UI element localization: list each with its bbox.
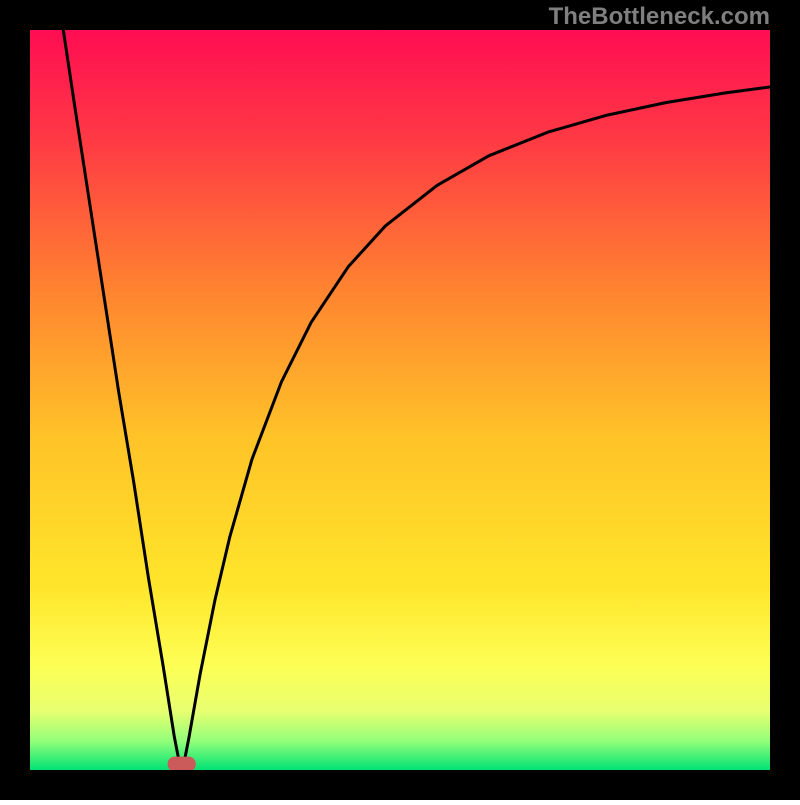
watermark-text: TheBottleneck.com: [549, 3, 770, 31]
chart-frame: TheBottleneck.com: [0, 0, 800, 800]
minimum-marker: [168, 757, 196, 772]
bottleneck-chart: [0, 0, 800, 800]
plot-background: [30, 30, 770, 770]
